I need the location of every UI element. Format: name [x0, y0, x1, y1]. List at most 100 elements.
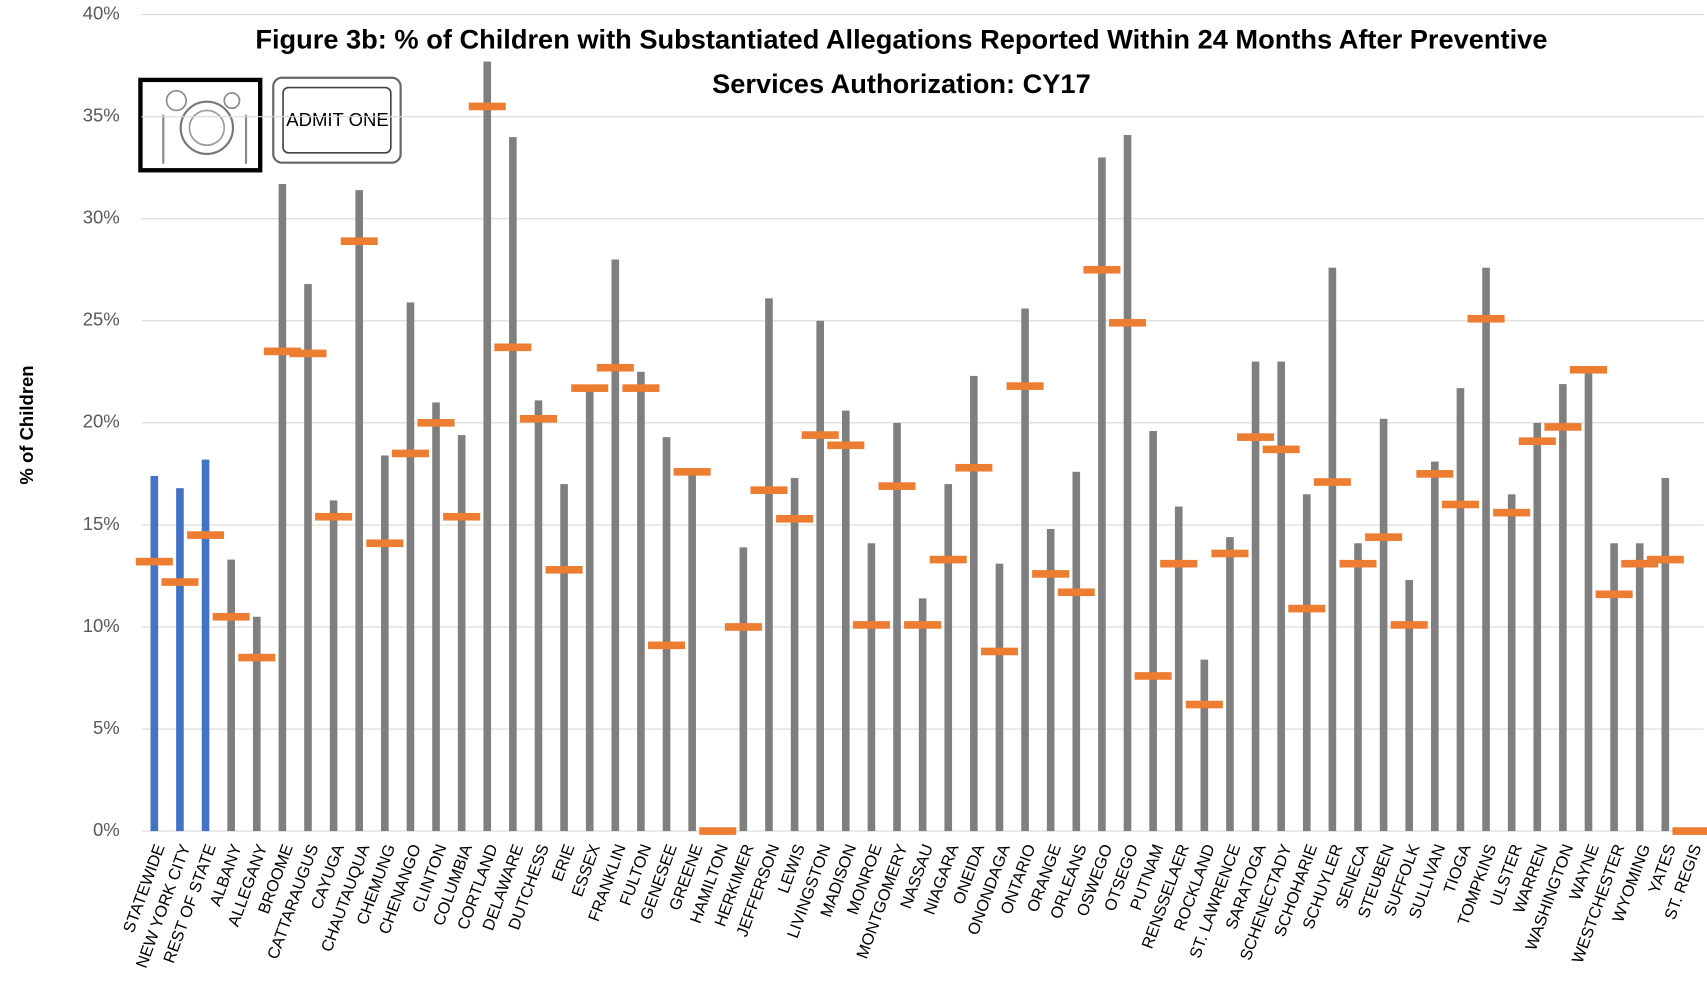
marker	[955, 463, 993, 472]
marker	[1339, 559, 1377, 568]
marker	[827, 441, 865, 450]
marker	[1006, 382, 1044, 390]
bar	[1123, 135, 1132, 832]
bar	[1277, 361, 1285, 832]
bar	[201, 459, 210, 832]
y-tick-label: 35%	[83, 105, 120, 126]
marker	[1109, 319, 1147, 327]
y-tick-label: 5%	[93, 717, 120, 738]
bar	[585, 388, 594, 832]
bar	[893, 422, 901, 832]
marker	[852, 621, 890, 629]
bar	[1379, 418, 1388, 832]
marker	[545, 565, 583, 574]
marker	[596, 363, 634, 372]
marker	[980, 647, 1018, 656]
bar	[637, 371, 645, 832]
marker	[289, 349, 327, 358]
marker	[187, 531, 225, 539]
marker	[1569, 365, 1607, 374]
bar	[304, 284, 312, 832]
bar	[150, 475, 159, 832]
marker	[1621, 559, 1659, 568]
bar	[355, 190, 364, 832]
marker	[1416, 470, 1454, 478]
marker	[263, 347, 301, 356]
bar	[970, 375, 978, 832]
chart-title: Figure 3b: % of Children with Substantia…	[255, 24, 1548, 100]
bar	[739, 547, 748, 832]
marker	[135, 557, 173, 566]
marker	[724, 623, 762, 631]
bar	[765, 298, 773, 832]
bar	[278, 184, 287, 832]
bar	[1405, 580, 1414, 832]
bar	[867, 543, 876, 832]
marker	[1160, 559, 1198, 568]
bar	[432, 402, 440, 832]
bar	[381, 455, 389, 832]
marker	[1313, 478, 1351, 486]
bar	[944, 484, 953, 832]
marker	[315, 512, 353, 521]
marker	[1672, 827, 1707, 835]
marker	[673, 468, 711, 476]
marker	[1262, 445, 1300, 454]
bar	[560, 484, 568, 832]
marker	[699, 827, 737, 835]
marker	[1646, 555, 1684, 564]
marker	[340, 237, 378, 245]
bar	[1635, 543, 1644, 832]
marker	[391, 449, 429, 458]
ticket-icon: ADMIT ONE	[272, 76, 402, 164]
marker	[238, 653, 276, 662]
bar	[1200, 659, 1209, 832]
marker	[212, 612, 250, 621]
marker	[1211, 549, 1249, 558]
y-tick-label: 10%	[83, 615, 120, 636]
bar	[1456, 388, 1465, 832]
bar	[790, 477, 799, 832]
bar	[1174, 506, 1183, 832]
bar	[1661, 477, 1670, 832]
bar	[1328, 267, 1337, 832]
y-tick-label: 30%	[83, 207, 120, 228]
y-tick-label: 25%	[83, 309, 120, 330]
bar	[1098, 157, 1106, 832]
marker	[1185, 700, 1223, 709]
title-box: Figure 3b: % of Children with Substantia…	[255, 24, 1548, 100]
bar	[1046, 528, 1055, 832]
marker	[801, 431, 839, 439]
marker	[571, 384, 609, 392]
bar	[329, 500, 338, 832]
bar	[841, 410, 850, 832]
marker	[1390, 621, 1428, 629]
marker	[1595, 590, 1633, 599]
marker	[519, 414, 557, 423]
bar	[1354, 543, 1362, 832]
bar	[1149, 431, 1157, 832]
marker	[1083, 265, 1121, 274]
marker	[443, 512, 481, 521]
y-tick-label: 0%	[93, 819, 120, 840]
bar	[457, 435, 466, 832]
bar	[1533, 422, 1542, 832]
marker	[1365, 533, 1403, 541]
marker	[648, 641, 686, 650]
marker	[1134, 672, 1172, 680]
marker	[878, 482, 916, 490]
bar	[1226, 537, 1234, 832]
y-tick-label: 20%	[83, 411, 120, 432]
bar	[662, 437, 671, 832]
bar	[509, 137, 517, 832]
marker	[417, 419, 455, 427]
bar	[688, 471, 696, 832]
ticket-text: ADMIT ONE	[286, 109, 388, 130]
bar	[1507, 494, 1516, 832]
marker	[1032, 570, 1070, 578]
marker	[1544, 423, 1582, 431]
bar	[483, 61, 492, 832]
bar	[1482, 267, 1490, 832]
marker	[161, 578, 199, 586]
marker	[366, 539, 404, 548]
